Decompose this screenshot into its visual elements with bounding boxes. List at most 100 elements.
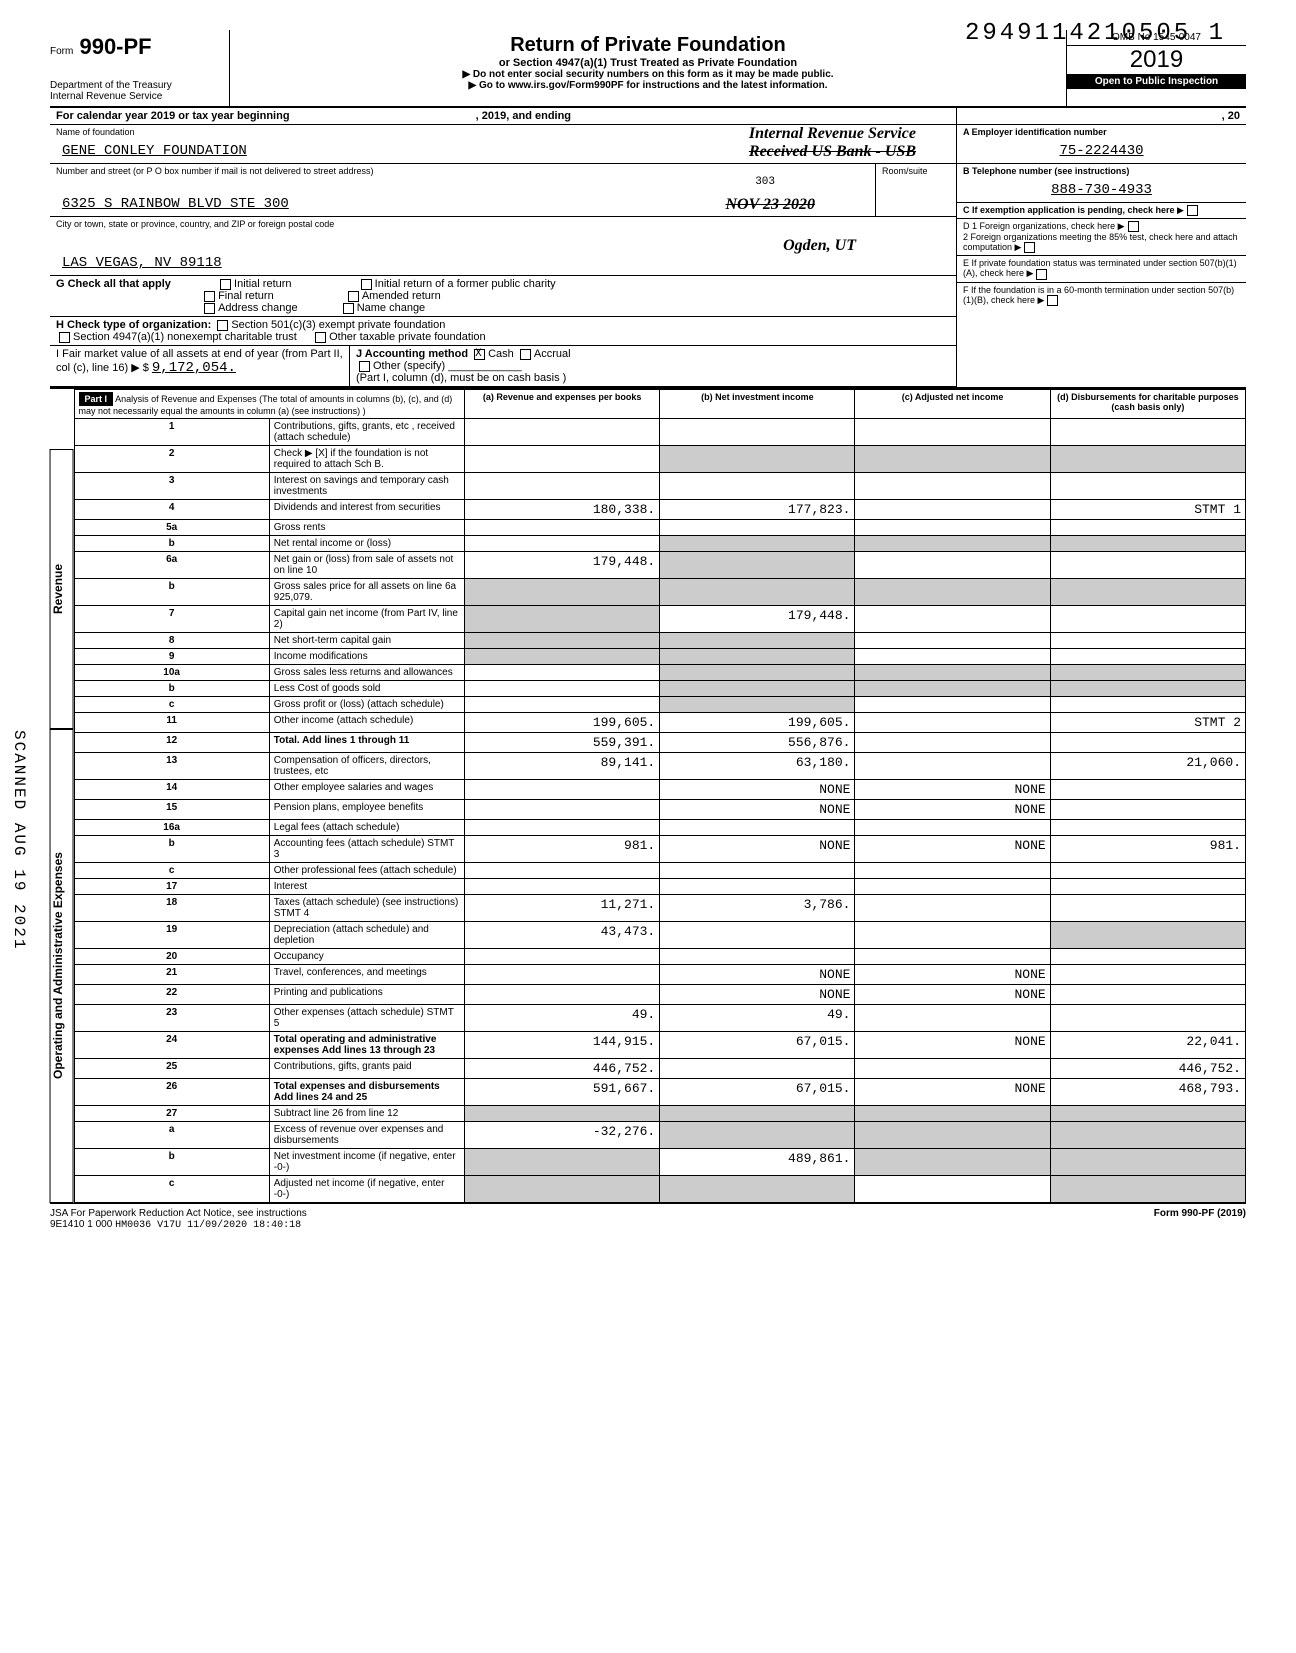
- amount-cell: [465, 965, 660, 985]
- part1-header: Part I: [79, 392, 114, 406]
- amount-cell: [465, 579, 660, 606]
- row-number: 24: [74, 1032, 269, 1059]
- amount-cell: [855, 473, 1050, 500]
- row-number: 18: [74, 895, 269, 922]
- table-row: 17Interest: [74, 879, 1245, 895]
- col-c-header: (c) Adjusted net income: [855, 390, 1050, 419]
- amount-cell: [1050, 949, 1245, 965]
- amount-cell: 489,861.: [660, 1149, 855, 1176]
- form-title: Return of Private Foundation: [240, 34, 1056, 57]
- row-number: 20: [74, 949, 269, 965]
- boxF-checkbox[interactable]: [1047, 295, 1058, 306]
- amount-cell: 49.: [660, 1005, 855, 1032]
- amount-cell: [465, 649, 660, 665]
- amount-cell: 3,786.: [660, 895, 855, 922]
- street-label: Number and street (or P O box number if …: [56, 166, 869, 176]
- g-label: G Check all that apply: [56, 278, 171, 290]
- amount-cell: [1050, 552, 1245, 579]
- amount-cell: [465, 681, 660, 697]
- row-number: 2: [74, 446, 269, 473]
- h2-text: Section 4947(a)(1) nonexempt charitable …: [73, 331, 297, 343]
- boxD2-checkbox[interactable]: [1024, 242, 1035, 253]
- row-number: 7: [74, 606, 269, 633]
- boxC-label: C If exemption application is pending, c…: [963, 205, 1175, 215]
- amount-cell: [660, 473, 855, 500]
- row-description: Pension plans, employee benefits: [269, 800, 464, 820]
- row-description: Net short-term capital gain: [269, 633, 464, 649]
- amount-cell: [660, 1059, 855, 1079]
- amount-cell: [1050, 985, 1245, 1005]
- amount-cell: [855, 949, 1050, 965]
- amended-return-checkbox[interactable]: [348, 291, 359, 302]
- table-row: cGross profit or (loss) (attach schedule…: [74, 697, 1245, 713]
- row-description: Net gain or (loss) from sale of assets n…: [269, 552, 464, 579]
- row-description: Excess of revenue over expenses and disb…: [269, 1122, 464, 1149]
- amount-cell: [465, 949, 660, 965]
- calendar-end: , 20: [1222, 110, 1240, 122]
- row-number: b: [74, 579, 269, 606]
- row-description: Travel, conferences, and meetings: [269, 965, 464, 985]
- amount-cell: NONE: [660, 965, 855, 985]
- boxD1-checkbox[interactable]: [1128, 221, 1139, 232]
- row-number: c: [74, 863, 269, 879]
- amount-cell: 177,823.: [660, 500, 855, 520]
- amount-cell: 67,015.: [660, 1032, 855, 1059]
- row-description: Dividends and interest from securities: [269, 500, 464, 520]
- amount-cell: [855, 713, 1050, 733]
- row-number: 14: [74, 780, 269, 800]
- row-description: Income modifications: [269, 649, 464, 665]
- amount-cell: [1050, 473, 1245, 500]
- amount-cell: 446,752.: [1050, 1059, 1245, 1079]
- boxE-checkbox[interactable]: [1036, 269, 1047, 280]
- row-description: Compensation of officers, directors, tru…: [269, 753, 464, 780]
- boxC-checkbox[interactable]: [1187, 205, 1198, 216]
- h3-checkbox[interactable]: [315, 332, 326, 343]
- amount-cell: [660, 579, 855, 606]
- initial-return-checkbox[interactable]: [220, 279, 231, 290]
- form-number: 990-PF: [79, 34, 151, 59]
- name-change-checkbox[interactable]: [343, 303, 354, 314]
- amount-cell: [855, 863, 1050, 879]
- h1-checkbox[interactable]: [217, 320, 228, 331]
- table-row: bAccounting fees (attach schedule) STMT …: [74, 836, 1245, 863]
- amount-cell: [660, 949, 855, 965]
- table-row: 7Capital gain net income (from Part IV, …: [74, 606, 1245, 633]
- amount-cell: [855, 419, 1050, 446]
- row-description: Total expenses and disbursements Add lin…: [269, 1079, 464, 1106]
- amount-cell: [465, 606, 660, 633]
- amount-cell: [855, 1059, 1050, 1079]
- cash-checkbox[interactable]: [474, 349, 485, 360]
- address-change-checkbox[interactable]: [204, 303, 215, 314]
- accrual-checkbox[interactable]: [520, 349, 531, 360]
- other-method-checkbox[interactable]: [359, 361, 370, 372]
- row-description: Gross sales less returns and allowances: [269, 665, 464, 681]
- table-row: 2Check ▶ [X] if the foundation is not re…: [74, 446, 1245, 473]
- amount-cell: 199,605.: [465, 713, 660, 733]
- row-description: Legal fees (attach schedule): [269, 820, 464, 836]
- row-number: 26: [74, 1079, 269, 1106]
- table-row: 3Interest on savings and temporary cash …: [74, 473, 1245, 500]
- row-description: Net investment income (if negative, ente…: [269, 1149, 464, 1176]
- initial-former-checkbox[interactable]: [361, 279, 372, 290]
- amount-cell: [660, 552, 855, 579]
- amount-cell: 11,271.: [465, 895, 660, 922]
- calendar-year-label: For calendar year 2019 or tax year begin…: [56, 110, 290, 122]
- dept-treasury: Department of the Treasury: [50, 80, 221, 91]
- table-row: 21Travel, conferences, and meetingsNONEN…: [74, 965, 1245, 985]
- table-row: 15Pension plans, employee benefitsNONENO…: [74, 800, 1245, 820]
- final-return-checkbox[interactable]: [204, 291, 215, 302]
- amount-cell: [855, 606, 1050, 633]
- table-row: 16aLegal fees (attach schedule): [74, 820, 1245, 836]
- row-number: a: [74, 1122, 269, 1149]
- j-cash: Cash: [488, 348, 514, 360]
- table-row: 5aGross rents: [74, 520, 1245, 536]
- expenses-side-label: Operating and Administrative Expenses: [50, 729, 74, 1203]
- table-row: bNet rental income or (loss): [74, 536, 1245, 552]
- table-row: cOther professional fees (attach schedul…: [74, 863, 1245, 879]
- amount-cell: 144,915.: [465, 1032, 660, 1059]
- row-description: Adjusted net income (if negative, enter …: [269, 1176, 464, 1203]
- h2-checkbox[interactable]: [59, 332, 70, 343]
- amount-cell: [1050, 820, 1245, 836]
- table-row: aExcess of revenue over expenses and dis…: [74, 1122, 1245, 1149]
- row-number: 25: [74, 1059, 269, 1079]
